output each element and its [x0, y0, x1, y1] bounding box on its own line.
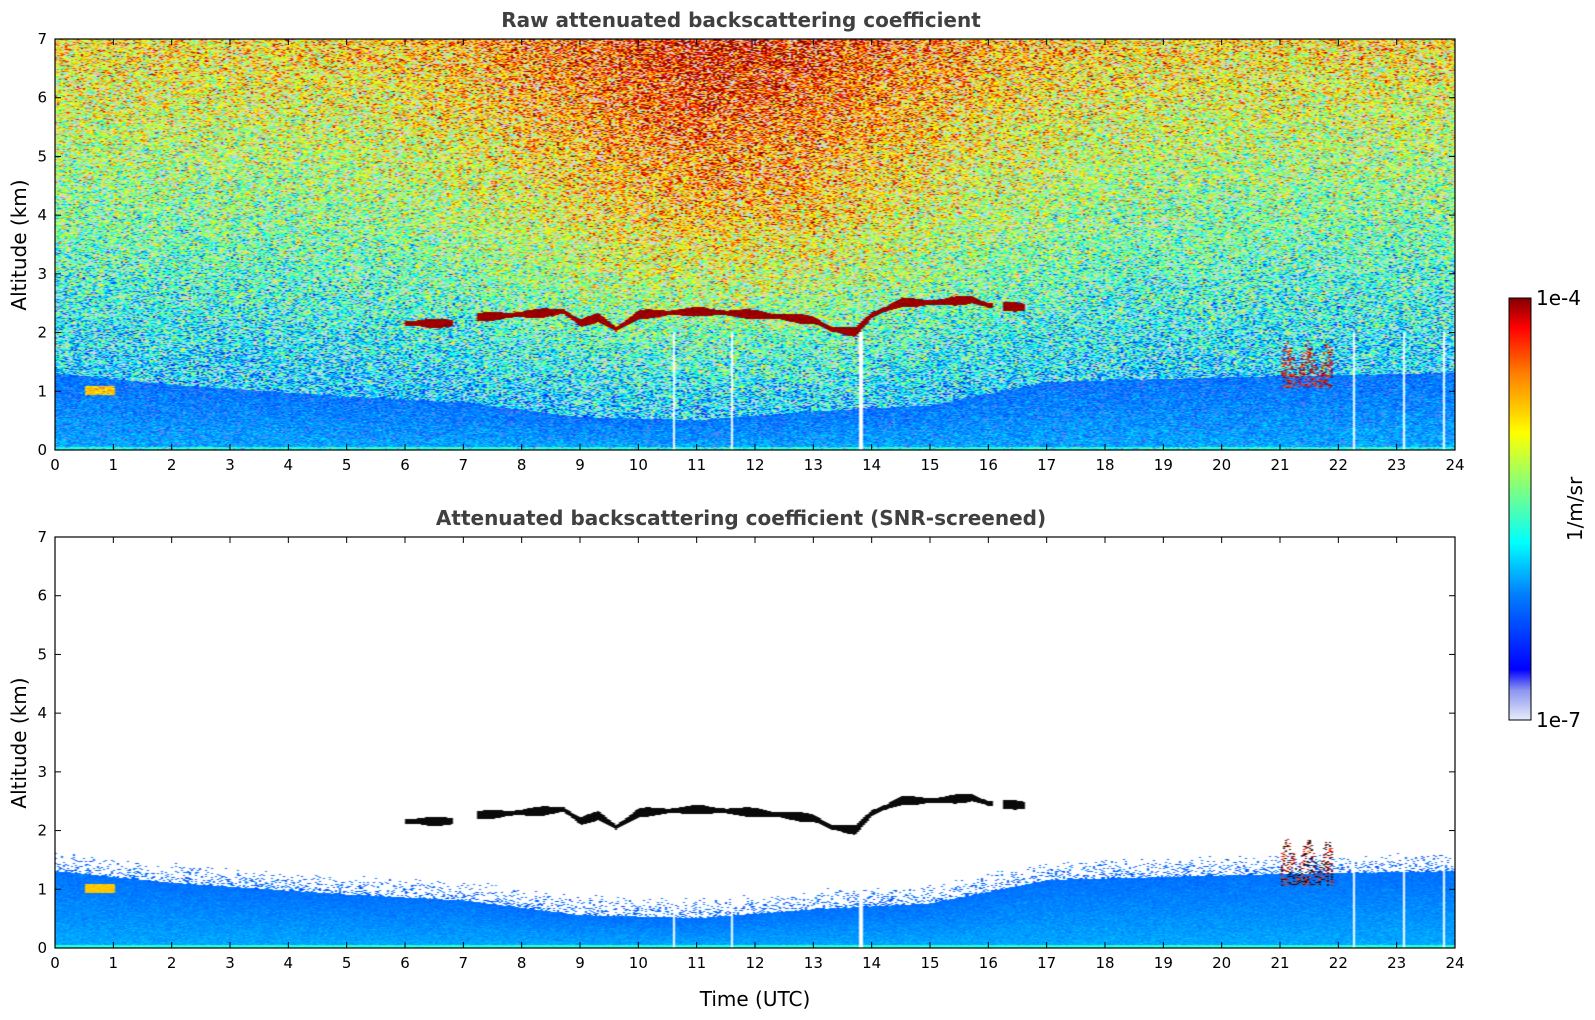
- x-tick-label: 14: [862, 954, 881, 972]
- x-tick-label: 4: [284, 954, 294, 972]
- x-tick-label: 3: [225, 954, 235, 972]
- y-tick-label: 7: [37, 528, 47, 546]
- x-tick-label: 10: [629, 456, 648, 474]
- x-tick-label: 24: [1445, 456, 1464, 474]
- panel-raw-ylabel: Altitude (km): [7, 179, 31, 310]
- x-tick-label: 13: [804, 456, 823, 474]
- x-tick-label: 17: [1037, 456, 1056, 474]
- x-tick-label: 0: [50, 954, 60, 972]
- y-tick-label: 5: [37, 147, 47, 165]
- x-tick-label: 7: [459, 456, 469, 474]
- colorbar-max-label: 1e-4: [1536, 286, 1581, 310]
- panel-screened-heatmap: [55, 537, 1455, 948]
- x-tick-label: 0: [50, 456, 60, 474]
- x-tick-label: 18: [1095, 456, 1114, 474]
- x-tick-label: 12: [745, 456, 764, 474]
- colorbar-min-label: 1e-7: [1536, 708, 1581, 732]
- panel-raw-ticks: 0 1 2 3 4 5 6 7 8 9 10 11 12 13 14 15 16 17 18 19 20 21 22 23 24…: [37, 30, 1464, 474]
- colorbar: 1e-4 1e-7 1/m/sr: [1508, 286, 1587, 732]
- x-tick-label: 6: [400, 954, 410, 972]
- x-tick-label: 23: [1387, 456, 1406, 474]
- y-tick-label: 1: [37, 880, 47, 898]
- y-tick-label: 3: [37, 265, 47, 283]
- x-tick-label: 12: [745, 954, 764, 972]
- panel-screened-ticks: 0 1 2 3 4 5 6 7 8 9 10 11 12 13 14 15 16 17 18 19 20 21 22 23 24…: [37, 528, 1464, 972]
- x-tick-label: 2: [167, 954, 177, 972]
- y-tick-label: 0: [37, 441, 47, 459]
- x-tick-label: 19: [1154, 954, 1173, 972]
- y-tick-label: 3: [37, 763, 47, 781]
- x-tick-label: 2: [167, 456, 177, 474]
- y-tick-label: 2: [37, 822, 47, 840]
- x-tick-label: 22: [1329, 456, 1348, 474]
- x-tick-label: 21: [1270, 954, 1289, 972]
- y-tick-label: 1: [37, 382, 47, 400]
- x-tick-label: 5: [342, 456, 352, 474]
- x-tick-label: 23: [1387, 954, 1406, 972]
- colorbar-unit-label: 1/m/sr: [1563, 476, 1587, 541]
- panel-screened-xlabel: Time (UTC): [699, 987, 811, 1011]
- x-tick-label: 10: [629, 954, 648, 972]
- x-tick-label: 22: [1329, 954, 1348, 972]
- x-tick-label: 6: [400, 456, 410, 474]
- x-tick-label: 9: [575, 954, 585, 972]
- x-tick-label: 4: [284, 456, 294, 474]
- panel-raw: Raw attenuated backscattering coefficien…: [7, 8, 1465, 474]
- x-tick-label: 16: [979, 954, 998, 972]
- x-tick-label: 8: [517, 456, 527, 474]
- y-tick-label: 4: [37, 206, 47, 224]
- panel-screened-ylabel: Altitude (km): [7, 677, 31, 808]
- panel-screened: Attenuated backscattering coefficient (S…: [7, 506, 1465, 1011]
- y-tick-label: 4: [37, 704, 47, 722]
- y-tick-label: 2: [37, 324, 47, 342]
- x-tick-label: 20: [1212, 456, 1231, 474]
- x-tick-label: 3: [225, 456, 235, 474]
- x-tick-label: 8: [517, 954, 527, 972]
- x-tick-label: 18: [1095, 954, 1114, 972]
- colorbar-gradient: [1508, 297, 1532, 721]
- x-tick-label: 19: [1154, 456, 1173, 474]
- x-tick-label: 15: [920, 456, 939, 474]
- x-tick-label: 15: [920, 954, 939, 972]
- y-tick-label: 0: [37, 939, 47, 957]
- x-tick-label: 13: [804, 954, 823, 972]
- x-tick-label: 7: [459, 954, 469, 972]
- x-tick-label: 20: [1212, 954, 1231, 972]
- x-tick-label: 11: [687, 456, 706, 474]
- x-tick-label: 11: [687, 954, 706, 972]
- x-tick-label: 1: [109, 456, 119, 474]
- x-tick-label: 24: [1445, 954, 1464, 972]
- x-tick-label: 17: [1037, 954, 1056, 972]
- x-tick-label: 16: [979, 456, 998, 474]
- x-tick-label: 5: [342, 954, 352, 972]
- panel-raw-title: Raw attenuated backscattering coefficien…: [501, 8, 981, 32]
- x-tick-label: 14: [862, 456, 881, 474]
- y-tick-label: 6: [37, 89, 47, 107]
- panel-screened-title: Attenuated backscattering coefficient (S…: [436, 506, 1046, 530]
- y-tick-label: 7: [37, 30, 47, 48]
- y-tick-label: 6: [37, 587, 47, 605]
- x-tick-label: 1: [109, 954, 119, 972]
- y-tick-label: 5: [37, 645, 47, 663]
- panel-raw-heatmap: [55, 39, 1455, 450]
- x-tick-label: 21: [1270, 456, 1289, 474]
- x-tick-label: 9: [575, 456, 585, 474]
